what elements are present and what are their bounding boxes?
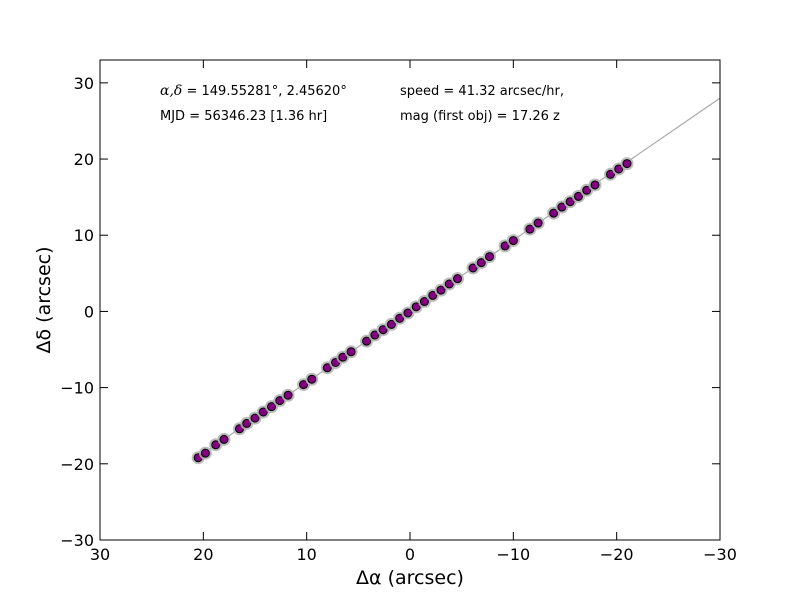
- data-point: [565, 197, 575, 207]
- data-point: [525, 224, 535, 234]
- data-point: [590, 180, 600, 190]
- data-point: [378, 325, 388, 335]
- y-axis-ticks: −30 −20 −10 0 10 20 30: [60, 74, 720, 550]
- data-point: [395, 313, 405, 323]
- data-point: [605, 169, 615, 179]
- data-point: [299, 380, 309, 390]
- data-point: [362, 336, 372, 346]
- data-point: [322, 363, 332, 373]
- data-point: [468, 263, 478, 273]
- data-point: [346, 347, 356, 357]
- data-point: [275, 396, 285, 406]
- data-point: [582, 185, 592, 195]
- data-point: [485, 252, 495, 262]
- y-tick-label: 10: [74, 226, 94, 245]
- y-tick-label: −30: [60, 531, 94, 550]
- x-tick-label: −10: [496, 545, 530, 564]
- x-tick-label: 30: [90, 545, 110, 564]
- data-point: [250, 413, 260, 423]
- data-point: [500, 241, 510, 251]
- data-point: [411, 302, 421, 312]
- y-tick-label: 20: [74, 150, 94, 169]
- data-point: [267, 402, 277, 412]
- x-tick-label: −30: [703, 545, 737, 564]
- data-point: [403, 308, 413, 318]
- plot-area: [100, 60, 720, 540]
- y-tick-label: 30: [74, 74, 94, 93]
- data-points-layer: [191, 157, 634, 465]
- y-tick-label: −10: [60, 379, 94, 398]
- data-point: [428, 290, 438, 300]
- data-point: [533, 218, 543, 228]
- data-point: [508, 236, 518, 246]
- data-point: [200, 448, 210, 458]
- x-tick-label: −20: [600, 545, 634, 564]
- data-point: [419, 297, 429, 307]
- y-axis-label: Δδ (arcsec): [33, 246, 55, 353]
- data-point: [307, 374, 317, 384]
- coords-annotation: α,δ = 149.55281°, 2.45620°: [160, 83, 347, 99]
- data-point: [211, 440, 221, 450]
- data-point: [338, 352, 348, 362]
- data-point: [622, 159, 632, 169]
- data-point: [614, 164, 624, 174]
- x-tick-label: 20: [193, 545, 213, 564]
- x-tick-label: 10: [296, 545, 316, 564]
- data-point: [453, 274, 463, 284]
- magnitude-annotation: mag (first obj) = 17.26 z: [400, 109, 560, 124]
- data-point: [444, 279, 454, 289]
- data-point: [573, 191, 583, 201]
- x-axis-label: Δα (arcsec): [356, 567, 464, 589]
- y-tick-label: 0: [84, 302, 94, 321]
- coords-value: = 149.55281°, 2.45620°: [182, 84, 346, 99]
- x-tick-label: 0: [405, 545, 415, 564]
- data-point: [557, 202, 567, 212]
- coords-symbol: α,δ: [160, 83, 182, 99]
- data-point: [436, 285, 446, 295]
- data-point: [476, 258, 486, 268]
- data-point: [549, 208, 559, 218]
- y-tick-label: −20: [60, 455, 94, 474]
- mjd-annotation: MJD = 56346.23 [1.36 hr]: [160, 109, 327, 124]
- data-point: [219, 434, 229, 444]
- data-point: [386, 319, 396, 329]
- data-point: [242, 418, 252, 428]
- data-point: [283, 390, 293, 400]
- data-point: [370, 330, 380, 340]
- speed-annotation: speed = 41.32 arcsec/hr,: [400, 84, 564, 99]
- x-axis-ticks: 30 20 10 0 −10 −20 −30: [90, 60, 737, 564]
- data-point: [258, 407, 268, 417]
